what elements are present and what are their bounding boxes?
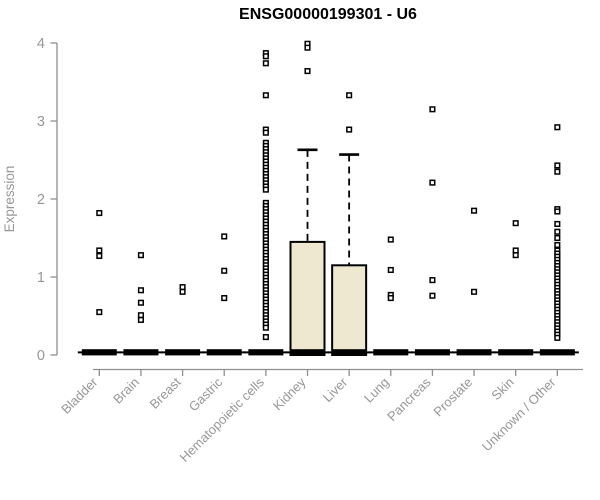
boxplot-box <box>331 264 368 356</box>
outlier-point <box>96 252 103 259</box>
x-tick-label: Prostate <box>430 375 475 420</box>
y-tick-label: 1 <box>37 270 45 286</box>
x-tick-label: Kidney <box>270 374 309 413</box>
outlier-point <box>387 266 394 274</box>
outlier-point <box>429 179 436 186</box>
outlier-point <box>429 106 436 113</box>
median-bar <box>498 349 534 356</box>
median-bar <box>456 349 492 356</box>
y-axis-label: Expression <box>2 166 17 233</box>
outlier-point <box>262 53 269 60</box>
median-bar <box>373 349 409 356</box>
median-bar <box>123 349 159 356</box>
x-tick-label: Unknown / Other <box>479 374 559 454</box>
y-tick-label: 4 <box>37 36 45 52</box>
outlier-point <box>387 295 394 302</box>
outlier-point <box>429 277 436 284</box>
x-tick-label: Liver <box>320 374 351 405</box>
x-tick-label: Brain <box>110 375 142 407</box>
outlier-point <box>512 220 519 227</box>
outlier-point <box>262 324 269 331</box>
median-bar <box>248 349 284 356</box>
median-bar <box>539 349 575 356</box>
outlier-point <box>262 60 269 67</box>
outlier-point <box>221 295 228 302</box>
x-tick-label: Gastric <box>186 374 226 414</box>
outlier-point <box>137 312 144 319</box>
outlier-point <box>554 124 561 131</box>
outlier-point <box>554 234 561 242</box>
outlier-point <box>179 284 186 291</box>
outlier-point <box>554 241 561 249</box>
x-tick-label: Lung <box>361 375 392 406</box>
outlier-point <box>179 288 186 295</box>
x-tick-label: Breast <box>147 374 184 411</box>
median-bar <box>165 349 201 356</box>
outlier-point <box>512 252 519 259</box>
y-tick-label: 3 <box>37 114 45 130</box>
outlier-point <box>96 209 103 217</box>
outlier-point <box>554 334 561 341</box>
outlier-point <box>554 168 561 175</box>
outlier-point <box>221 233 228 240</box>
outlier-point <box>471 288 478 295</box>
chart-title: ENSG00000199301 - U6 <box>239 6 417 23</box>
outlier-point <box>304 44 311 51</box>
outlier-point <box>554 162 561 169</box>
outlier-point <box>262 92 269 99</box>
outlier-point <box>304 68 311 75</box>
median-bar <box>81 349 117 356</box>
x-tick-label: Bladder <box>58 374 101 417</box>
y-tick-label: 2 <box>37 192 45 208</box>
median-bar <box>414 349 450 356</box>
outlier-point <box>387 236 394 243</box>
median-bar <box>206 349 242 356</box>
outlier-point <box>96 309 103 316</box>
outlier-point <box>429 292 436 299</box>
outlier-point <box>554 208 561 215</box>
outlier-point <box>137 287 144 294</box>
outlier-point <box>471 207 478 214</box>
outlier-point <box>137 252 144 259</box>
x-tick-label: Pancreas <box>384 374 434 424</box>
x-tick-label: Skin <box>488 375 516 403</box>
outlier-point <box>554 220 561 228</box>
y-tick-label: 0 <box>37 348 45 364</box>
outlier-point <box>96 247 103 254</box>
outlier-point <box>262 186 269 193</box>
outlier-point <box>262 129 269 136</box>
boxplot-box <box>289 240 326 356</box>
outlier-point <box>221 267 228 274</box>
median-bar <box>331 349 367 356</box>
median-bar <box>290 349 325 356</box>
outlier-point <box>554 228 561 235</box>
outlier-point <box>512 247 519 254</box>
outlier-point <box>346 92 353 99</box>
outlier-point <box>137 299 144 306</box>
outlier-point <box>346 126 353 133</box>
outlier-point <box>262 334 269 341</box>
outlier-point <box>137 316 144 323</box>
